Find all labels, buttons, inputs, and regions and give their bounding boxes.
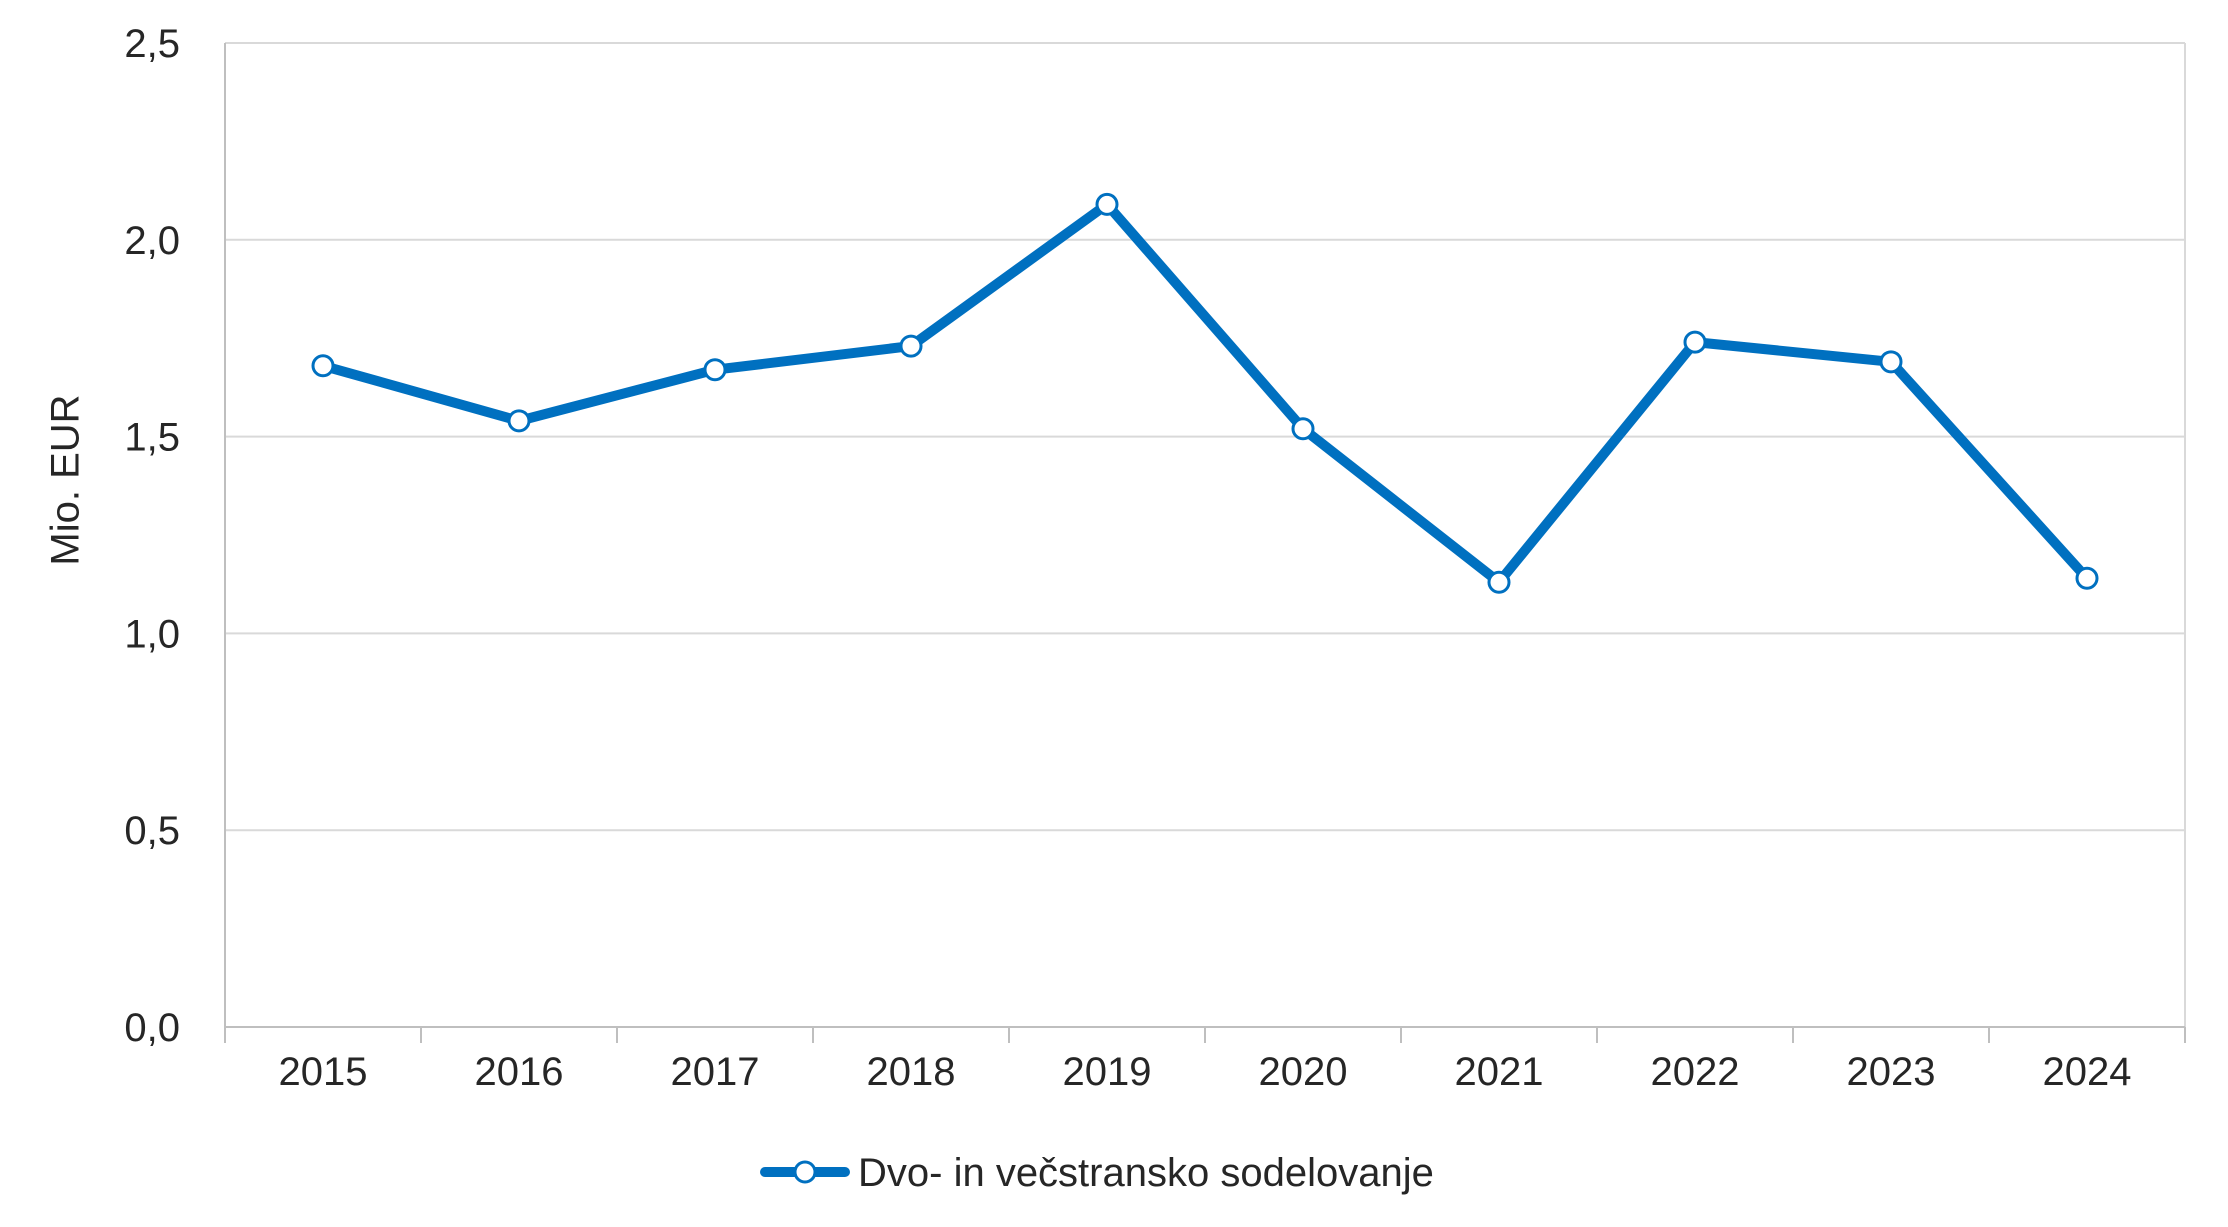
series-layer (311, 192, 2099, 594)
x-tick-label-2018: 2018 (867, 1050, 956, 1094)
x-tick-label-2020: 2020 (1259, 1050, 1348, 1094)
series-line-0 (318, 199, 2092, 588)
y-tick-label-3: 1,5 (124, 416, 180, 460)
x-tick-label-2016: 2016 (475, 1050, 564, 1094)
axes (224, 43, 2185, 1043)
x-tick-label-2017: 2017 (671, 1050, 760, 1094)
data-point-2015 (311, 354, 335, 378)
data-point-2017 (703, 358, 727, 382)
y-tick-label-2: 1,0 (124, 612, 180, 656)
gridlines (225, 42, 2186, 1027)
data-point-2020 (1291, 417, 1315, 441)
y-tick-label-4: 2,0 (124, 219, 180, 263)
y-tick-label-5: 2,5 (124, 22, 180, 66)
data-point-2018 (899, 334, 923, 358)
y-tick-label-0: 0,0 (124, 1006, 180, 1050)
legend-marker-swatch (793, 1160, 817, 1184)
data-point-2021 (1487, 570, 1511, 594)
legend-label: Dvo- in večstransko sodelovanje (858, 1151, 1434, 1195)
legend: Dvo- in večstransko sodelovanje (760, 1151, 1434, 1195)
data-point-2016 (507, 409, 531, 433)
y-tick-label-1: 0,5 (124, 809, 180, 853)
x-tick-label-2019: 2019 (1063, 1050, 1152, 1094)
x-tick-labels: 2015 2016 2017 2018 2019 2020 2021 2022 2023 2024 (224, 1027, 2186, 1094)
x-tick-label-2021: 2021 (1455, 1050, 1544, 1094)
x-tick-label-2024: 2024 (2043, 1050, 2132, 1094)
x-tick-label-2022: 2022 (1651, 1050, 1740, 1094)
x-tick-label-2023: 2023 (1847, 1050, 1936, 1094)
data-point-2019 (1095, 192, 1119, 216)
data-point-2024 (2075, 566, 2099, 590)
data-point-2023 (1879, 350, 1903, 374)
x-tick-label-2015: 2015 (279, 1050, 368, 1094)
data-point-2022 (1683, 330, 1707, 354)
y-axis-title: Mio. EUR (44, 394, 88, 565)
y-tick-labels: 0,0 0,5 1,0 1,5 2,0 2,5 (124, 22, 180, 1050)
